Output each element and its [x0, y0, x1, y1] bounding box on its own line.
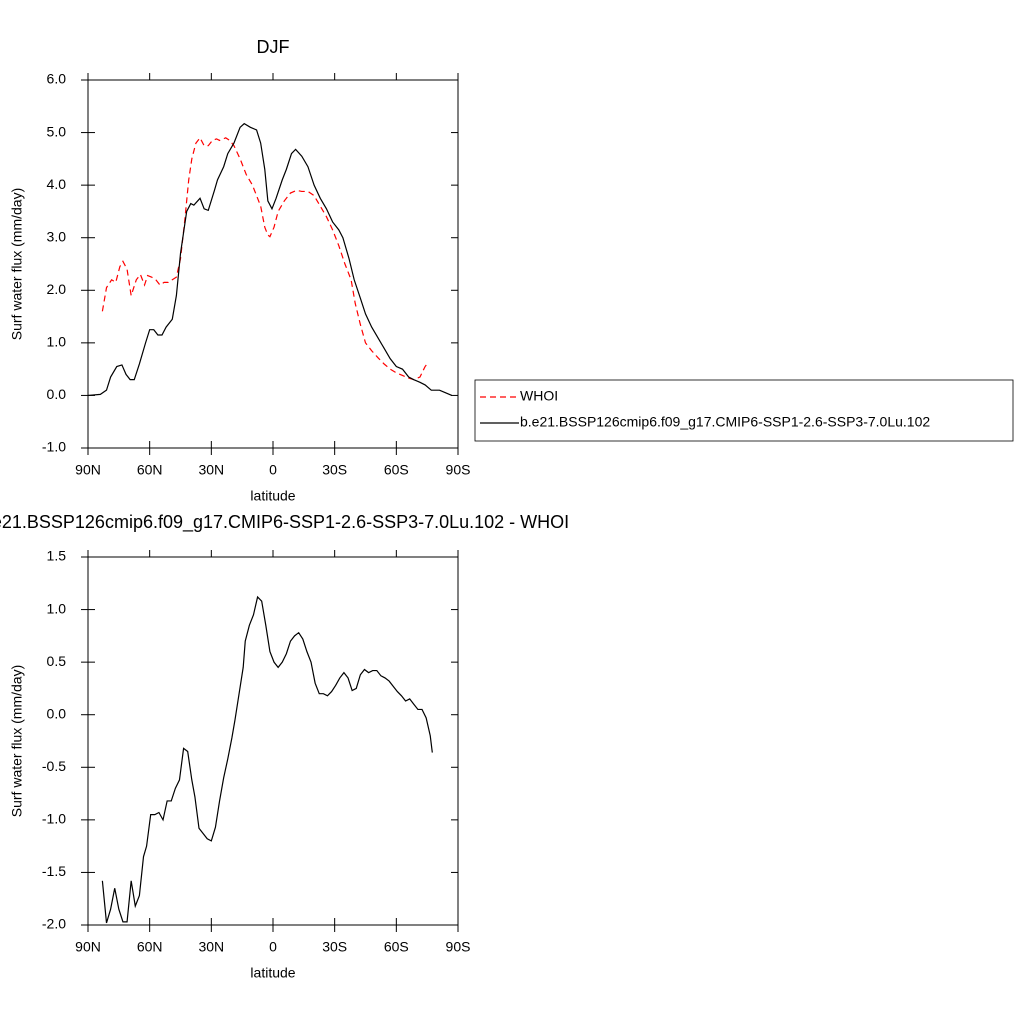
legend-box — [474, 379, 1014, 442]
series-line — [101, 595, 433, 924]
x-tick-label: 90N — [75, 462, 101, 478]
y-axis-label: Surf water flux (mm/day) — [9, 665, 25, 817]
y-tick-label: -1.0 — [42, 811, 66, 827]
x-tick-label: 0 — [269, 462, 277, 478]
y-tick-label: 6.0 — [47, 71, 67, 87]
y-tick-label: -0.5 — [42, 758, 66, 774]
y-tick-label: 1.5 — [47, 548, 67, 564]
x-tick-label: 90S — [446, 462, 471, 478]
x-tick-label: 60N — [137, 462, 163, 478]
x-tick-label: 30S — [322, 939, 347, 955]
x-tick-label: 60N — [137, 939, 163, 955]
x-tick-label: 90N — [75, 939, 101, 955]
x-tick-label: 60S — [384, 939, 409, 955]
chart-title: DJF — [257, 37, 290, 57]
y-tick-label: 2.0 — [47, 281, 67, 297]
x-tick-label: 30S — [322, 462, 347, 478]
legend-label: WHOI — [520, 388, 558, 404]
y-tick-label: -1.5 — [42, 863, 66, 879]
legend-label: b.e21.BSSP126cmip6.f09_g17.CMIP6-SSP1-2.… — [520, 414, 930, 430]
x-tick-label: 30N — [198, 462, 224, 478]
plot-frame — [87, 79, 459, 449]
series-line — [87, 122, 453, 397]
chart-title: b.e21.BSSP126cmip6.f09_g17.CMIP6-SSP1-2.… — [0, 512, 569, 533]
y-tick-label: 0.5 — [47, 653, 67, 669]
x-tick-label: 30N — [198, 939, 224, 955]
y-tick-label: 0.0 — [47, 386, 67, 402]
y-tick-label: 1.0 — [47, 334, 67, 350]
y-tick-label: -1.0 — [42, 439, 66, 455]
series-line — [101, 136, 428, 381]
x-tick-label: 0 — [269, 939, 277, 955]
y-tick-label: 4.0 — [47, 176, 67, 192]
y-tick-label: 3.0 — [47, 228, 67, 244]
plot-frame — [87, 556, 459, 926]
y-tick-label: 1.0 — [47, 600, 67, 616]
y-axis-label: Surf water flux (mm/day) — [9, 188, 25, 340]
y-tick-label: 0.0 — [47, 705, 67, 721]
x-tick-label: 90S — [446, 939, 471, 955]
y-tick-label: 5.0 — [47, 123, 67, 139]
x-axis-label: latitude — [250, 965, 295, 981]
x-tick-label: 60S — [384, 462, 409, 478]
y-tick-label: -2.0 — [42, 916, 66, 932]
x-axis-label: latitude — [250, 488, 295, 504]
